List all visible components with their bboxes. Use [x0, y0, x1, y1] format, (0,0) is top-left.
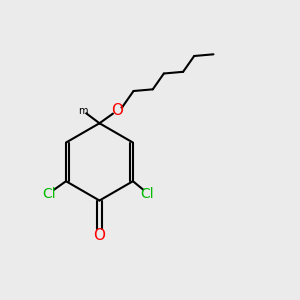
Text: m: m [78, 106, 88, 116]
Text: O: O [111, 103, 123, 118]
Text: Cl: Cl [42, 187, 56, 201]
Text: Cl: Cl [140, 187, 154, 201]
Text: O: O [94, 228, 106, 243]
